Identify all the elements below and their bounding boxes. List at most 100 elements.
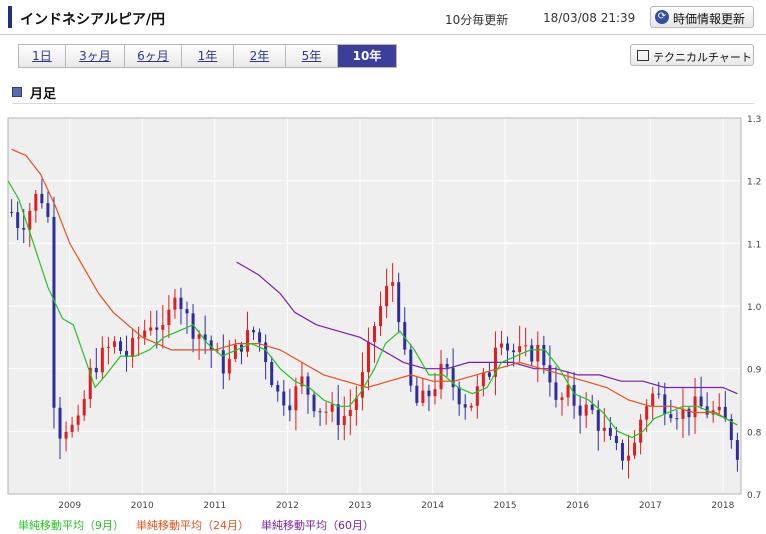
candle-up [602, 427, 606, 431]
candle-up [70, 424, 74, 432]
x-tick-label: 2016 [566, 501, 589, 511]
y-tick-label: 1.0 [747, 303, 762, 313]
x-tick-label: 2013 [349, 501, 372, 511]
candle-down [58, 407, 62, 439]
candle-down [318, 411, 322, 413]
candle-down [306, 376, 310, 395]
candle-up [645, 406, 649, 420]
legend-ma9: 単純移動平均（9月） [18, 519, 124, 532]
candle-up [131, 337, 135, 358]
candle-up [348, 409, 352, 417]
candle-up [173, 297, 177, 310]
candle-up [215, 350, 219, 352]
candle-down [687, 408, 691, 418]
candle-up [639, 419, 643, 443]
candle-up [439, 363, 443, 390]
candle-down [22, 228, 26, 230]
tab-3-months[interactable]: 3ヶ月 [65, 44, 124, 68]
candle-down [209, 340, 213, 351]
y-tick-label: 1.1 [747, 240, 761, 250]
candle-up [566, 385, 570, 398]
candle-up [167, 309, 171, 325]
technical-chart-label: テクニカルチャート [653, 51, 752, 64]
candle-down [258, 332, 262, 343]
x-tick-label: 2010 [131, 501, 154, 511]
tab-1-year[interactable]: 1年 [181, 44, 233, 68]
page-title: インドネシアルピア/円 [20, 12, 165, 28]
ma24-line [11, 148, 738, 426]
candle-up [651, 393, 655, 407]
x-tick-label: 2015 [494, 501, 517, 511]
refresh-icon: ⟳ [655, 10, 669, 24]
candle-down [427, 390, 431, 397]
candle-down [191, 313, 195, 339]
candle-down [94, 367, 98, 373]
candle-up [385, 285, 389, 307]
candle-down [699, 396, 703, 407]
candle-down [10, 212, 14, 213]
candle-down [620, 443, 624, 461]
tab-2-years[interactable]: 2年 [233, 44, 285, 68]
x-tick-label: 2009 [58, 501, 81, 511]
y-tick-label: 1.2 [747, 178, 761, 188]
title-accent-bar [8, 6, 12, 28]
window-icon [637, 50, 649, 61]
candle-down [282, 391, 286, 406]
candle-down [548, 365, 552, 383]
candle-down [735, 440, 739, 460]
candle-down [415, 385, 419, 403]
technical-chart-button[interactable]: テクニカルチャート [630, 44, 754, 66]
y-tick-label: 0.8 [747, 428, 762, 438]
x-tick-label: 2011 [203, 501, 226, 511]
candle-up [681, 408, 685, 419]
refresh-quote-button[interactable]: ⟳ 時価情報更新 [650, 6, 754, 28]
candle-down [614, 435, 618, 444]
candle-down [451, 367, 455, 388]
candle-down [487, 372, 491, 377]
x-tick-label: 2017 [639, 501, 662, 511]
period-tabs: 1日 3ヶ月 6ヶ月 1年 2年 5年 10年 [18, 44, 397, 68]
y-tick-label: 0.7 [747, 491, 761, 501]
tab-5-years[interactable]: 5年 [285, 44, 337, 68]
candle-up [88, 367, 92, 399]
section-title: 月足 [30, 87, 57, 102]
tab-6-months[interactable]: 6ヶ月 [124, 44, 181, 68]
candle-down [52, 216, 56, 408]
candle-up [366, 341, 370, 373]
legend-ma60: 単純移動平均（60月） [261, 519, 374, 532]
candle-down [252, 330, 256, 333]
tab-10-years[interactable]: 10年 [337, 44, 397, 68]
chart-legend: 単純移動平均（9月） 単純移動平均（24月） 単純移動平均（60月） [18, 517, 374, 533]
legend-ma24: 単純移動平均（24月） [136, 519, 249, 532]
candle-down [590, 404, 594, 411]
candle-up [294, 386, 298, 411]
candle-up [433, 389, 437, 397]
candle-up [717, 406, 721, 411]
candle-up [421, 390, 425, 403]
candle-down [118, 341, 122, 351]
candle-up [197, 334, 201, 339]
candle-up [342, 416, 346, 426]
candle-up [469, 405, 473, 408]
candle-up [106, 346, 110, 348]
tab-1-day[interactable]: 1日 [18, 44, 65, 68]
candle-down [125, 350, 129, 358]
candle-down [657, 393, 661, 395]
candle-down [463, 404, 467, 408]
candle-down [397, 282, 401, 323]
candle-down [578, 405, 582, 416]
candle-down [669, 414, 673, 419]
candle-up [481, 372, 485, 387]
candle-up [82, 398, 86, 416]
candle-up [149, 327, 153, 331]
candle-down [596, 410, 600, 431]
candle-down [203, 334, 207, 341]
candle-up [524, 345, 528, 347]
candle-up [227, 358, 231, 374]
candle-up [245, 330, 249, 352]
candle-down [445, 363, 449, 368]
candle-up [500, 343, 504, 348]
candle-down [46, 203, 50, 217]
x-tick-label: 2012 [276, 501, 299, 511]
candle-down [16, 212, 20, 229]
